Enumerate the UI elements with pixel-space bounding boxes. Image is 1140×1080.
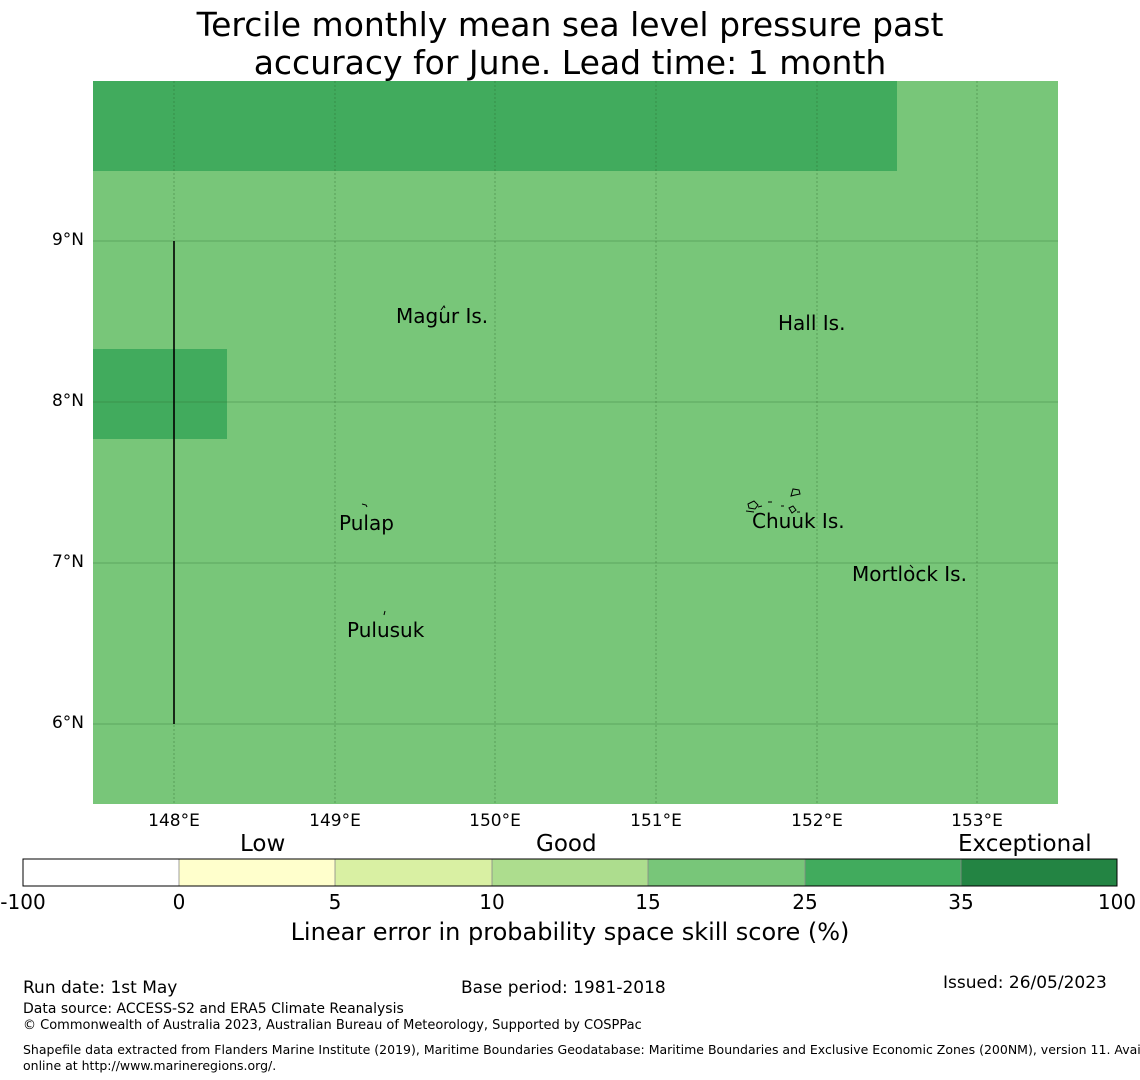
colorbar-bin-5 [805,859,961,886]
copyright: © Commonwealth of Australia 2023, Austra… [23,1018,642,1033]
island-label-mortlock: Mortlock Is. [852,562,967,586]
lat-label-8n: 8°N [51,391,84,411]
colorbar-tick-label: 100 [1097,890,1137,914]
lon-label-149e: 149°E [309,811,361,831]
colorbar-title: Linear error in probability space skill … [290,918,850,946]
colorbar-frame [22,858,1118,887]
lon-label-152e: 152°E [791,811,843,831]
island-label-magur: Magur Is. [396,304,489,328]
island-label-pulap: Pulap [339,511,394,535]
colorbar-category-low: Low [240,831,286,857]
title-line-1: Tercile monthly mean sea level pressure … [196,5,944,44]
base-period: Base period: 1981-2018 [461,978,666,998]
colorbar-tick-label: 35 [948,890,974,914]
skill-region-west-box [93,349,227,439]
island-label-hall: Hall Is. [778,311,846,335]
colorbar-bin-6 [961,859,1117,886]
pulap-island-shape [361,503,368,508]
colorbar-bin-3 [492,859,648,886]
chart-title: Tercile monthly mean sea level pressure … [0,6,1140,82]
colorbar-bin-2 [335,859,492,886]
lat-label-6n: 6°N [51,713,84,733]
lat-label-9n: 9°N [51,230,84,250]
colorbar-bin-1 [179,859,335,886]
lon-label-150e: 150°E [469,811,521,831]
colorbar-bin-0 [23,859,179,886]
graticule [93,81,1058,804]
magur-island-shape [440,305,446,311]
colorbar-tick-label: 15 [635,890,661,914]
island-outlines [361,305,914,616]
issued-date: Issued: 26/05/2023 [943,973,1107,993]
chuuk-island-shape [745,488,801,514]
lon-label-151e: 151°E [630,811,682,831]
colorbar-tick-label: -100 [0,890,46,914]
colorbar-category-good: Good [536,831,597,857]
data-source: Data source: ACCESS-S2 and ERA5 Climate … [23,1001,404,1017]
pulusuk-island-shape [383,610,386,616]
colorbar-tick-label: 25 [792,890,818,914]
run-date: Run date: 1st May [23,978,178,998]
colorbar-category-exceptional: Exceptional [958,831,1092,857]
shapefile-credit-line-1: Shapefile data extracted from Flanders M… [23,1042,1140,1057]
colorbar-tick-label: 5 [328,890,342,914]
title-line-2: accuracy for June. Lead time: 1 month [253,43,887,82]
colorbar-bin-4 [648,859,805,886]
shapefile-credit: Shapefile data extracted from Flanders M… [23,1042,1140,1074]
lat-label-7n: 7°N [51,552,84,572]
colorbar [22,858,1118,887]
map-background [93,81,1058,804]
mortlock-island-shape [909,564,914,569]
colorbar-tick-label: 10 [479,890,505,914]
island-label-chuuk: Chuuk Is. [752,509,845,533]
island-label-pulusuk: Pulusuk [347,618,425,642]
colorbar-tick-label: 0 [172,890,186,914]
lon-label-148e: 148°E [148,811,200,831]
shapefile-credit-line-2: online at http://www.marineregions.org/. [23,1058,277,1073]
lon-label-153e: 153°E [951,811,1003,831]
